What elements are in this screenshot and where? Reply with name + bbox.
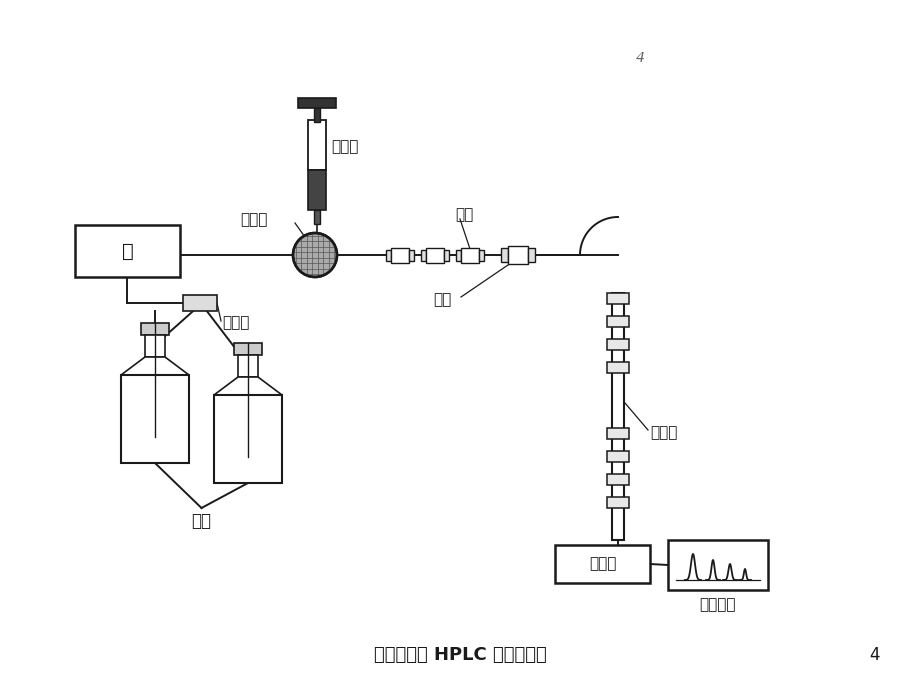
Text: 数据系统: 数据系统	[699, 598, 735, 613]
Text: 预柱: 预柱	[455, 208, 472, 222]
Bar	[215, 430, 280, 482]
Bar	[386, 250, 391, 261]
Bar	[479, 250, 483, 261]
Bar	[122, 403, 187, 462]
Bar	[409, 250, 414, 261]
Bar	[121, 375, 188, 463]
Polygon shape	[214, 377, 282, 395]
Bar	[607, 339, 629, 350]
Polygon shape	[121, 357, 188, 375]
Bar	[607, 293, 629, 304]
Bar	[456, 250, 460, 261]
Bar	[554, 545, 650, 583]
Bar	[214, 395, 282, 483]
Bar	[141, 323, 169, 335]
Bar	[444, 250, 448, 261]
Bar	[425, 248, 444, 262]
Text: 泵: 泵	[121, 241, 133, 261]
Bar	[145, 335, 165, 357]
Circle shape	[292, 233, 336, 277]
Bar	[460, 248, 479, 262]
Bar	[308, 120, 325, 170]
Text: 溶剂: 溶剂	[191, 512, 211, 530]
Bar	[183, 295, 217, 311]
Bar	[313, 108, 320, 122]
Text: 进样器: 进样器	[240, 213, 267, 228]
Bar	[607, 428, 629, 439]
Bar	[667, 540, 767, 590]
Bar	[421, 250, 425, 261]
Text: 混合室: 混合室	[221, 315, 249, 331]
Bar	[501, 248, 507, 262]
Bar	[611, 293, 623, 540]
Text: 色谱柱: 色谱柱	[650, 426, 676, 440]
Text: 4: 4	[635, 51, 643, 65]
Text: 注射器: 注射器	[331, 139, 358, 155]
Bar	[298, 98, 335, 108]
Bar	[528, 248, 535, 262]
Bar	[607, 362, 629, 373]
Bar	[233, 343, 262, 355]
Bar	[308, 170, 325, 210]
Text: 接头: 接头	[433, 293, 450, 308]
Bar	[607, 451, 629, 462]
Bar	[607, 315, 629, 326]
Text: 4: 4	[868, 646, 879, 664]
Bar	[75, 225, 180, 277]
Text: 检测器: 检测器	[588, 557, 616, 571]
Bar	[607, 473, 629, 484]
Bar	[391, 248, 409, 262]
Bar	[507, 246, 528, 264]
Bar	[313, 210, 320, 224]
Text: 带有预柱的 HPLC 仪器结构图: 带有预柱的 HPLC 仪器结构图	[373, 646, 546, 664]
Bar	[238, 355, 257, 377]
Bar	[607, 497, 629, 508]
